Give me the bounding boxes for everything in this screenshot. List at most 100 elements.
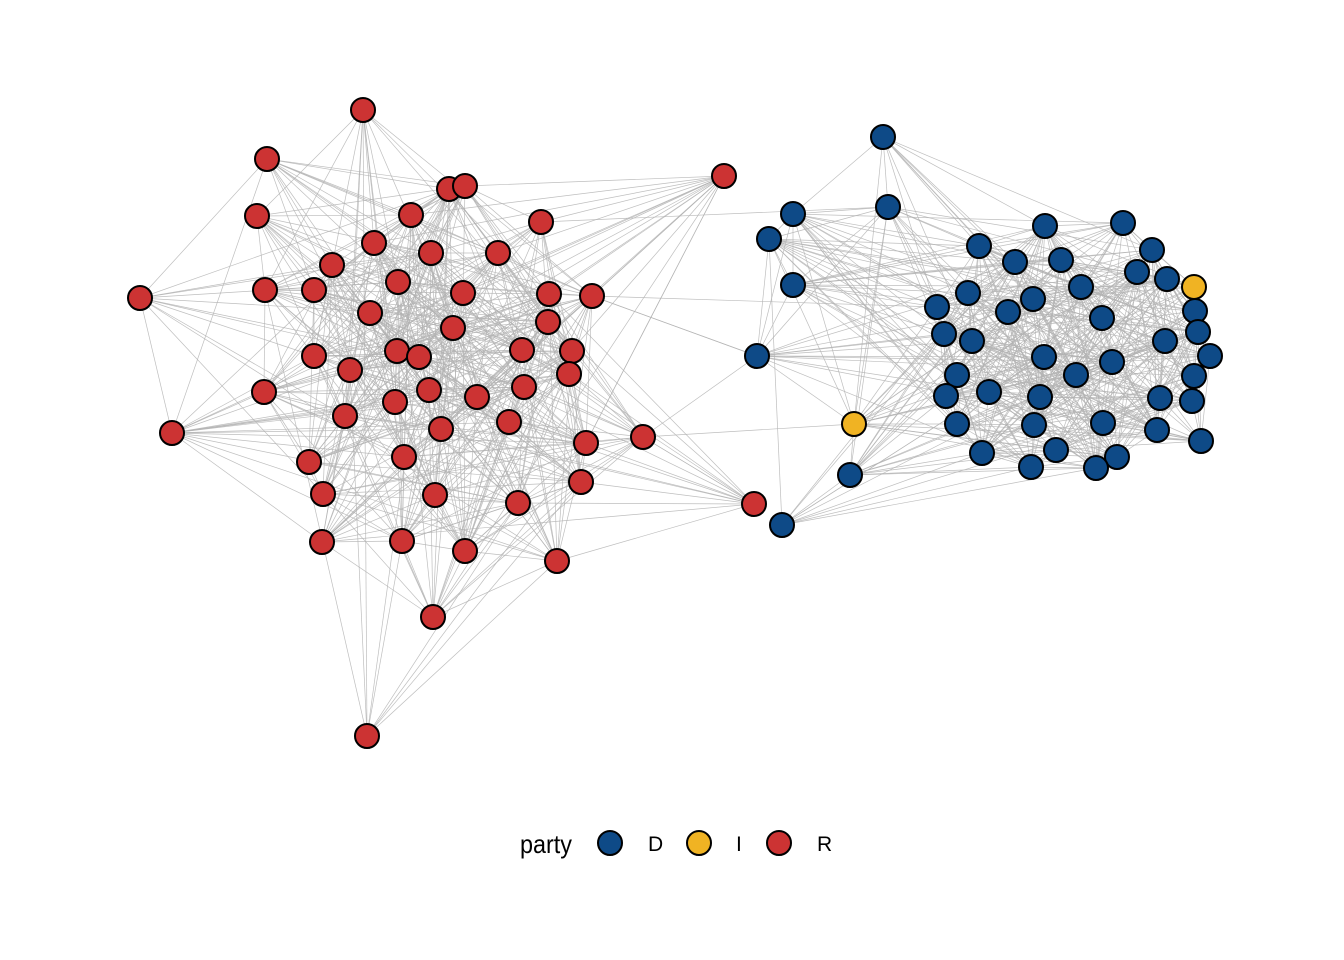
- edge: [792, 284, 958, 376]
- edge: [401, 540, 434, 618]
- edge: [1075, 374, 1161, 399]
- edge: [971, 261, 1016, 342]
- edge: [139, 158, 268, 299]
- legend-swatch-d: [597, 830, 623, 856]
- node-d: [1032, 213, 1058, 239]
- edge: [139, 297, 558, 562]
- edge: [853, 261, 1016, 425]
- edge: [1136, 271, 1195, 377]
- node-r: [391, 444, 417, 470]
- edge: [462, 292, 549, 323]
- edge: [322, 356, 420, 495]
- edge: [849, 452, 983, 476]
- edge: [988, 391, 1161, 399]
- edge: [313, 264, 333, 357]
- edge: [322, 386, 525, 495]
- edge: [768, 238, 855, 425]
- node-d: [870, 124, 896, 150]
- edge: [428, 389, 519, 504]
- edge: [1043, 286, 1082, 358]
- edge: [1055, 429, 1158, 451]
- edge: [403, 456, 582, 483]
- edge: [263, 391, 324, 495]
- edge: [580, 481, 755, 505]
- edge: [401, 373, 570, 542]
- edge: [988, 374, 1077, 393]
- edge: [403, 436, 644, 458]
- edge: [1200, 355, 1211, 442]
- edge: [945, 395, 1057, 451]
- edge: [792, 225, 1046, 286]
- edge: [266, 158, 333, 266]
- edge: [331, 252, 432, 266]
- edge: [462, 185, 466, 294]
- node-r: [535, 309, 561, 335]
- edge: [264, 289, 315, 357]
- edge: [540, 206, 889, 223]
- edge: [344, 281, 399, 417]
- edge: [523, 386, 558, 562]
- edge: [139, 297, 324, 495]
- node-r: [450, 280, 476, 306]
- edge: [792, 245, 980, 286]
- edge: [642, 423, 855, 438]
- node-r: [536, 281, 562, 307]
- edge: [344, 188, 450, 417]
- edge: [321, 428, 442, 543]
- edge: [171, 355, 315, 434]
- edge: [585, 295, 593, 444]
- edge: [321, 373, 570, 543]
- node-d: [933, 383, 959, 409]
- edge: [1033, 361, 1113, 426]
- node-d: [1099, 349, 1125, 375]
- node-d: [1043, 437, 1069, 463]
- edge: [349, 349, 523, 371]
- edge: [440, 428, 582, 483]
- edge: [452, 321, 549, 329]
- edge: [1101, 317, 1161, 399]
- edge: [331, 188, 450, 266]
- edge: [756, 238, 770, 357]
- edge: [432, 560, 558, 618]
- edge: [344, 415, 582, 483]
- edge: [401, 442, 587, 542]
- edge: [853, 374, 958, 425]
- edge: [434, 494, 558, 562]
- node-r: [244, 203, 270, 229]
- node-r: [382, 389, 408, 415]
- node-d: [959, 328, 985, 354]
- legend-swatch-r: [766, 830, 792, 856]
- edge: [971, 310, 1196, 342]
- edge: [1075, 374, 1097, 469]
- node-r: [428, 416, 454, 442]
- node-r: [385, 269, 411, 295]
- edge: [256, 215, 442, 430]
- edge: [548, 293, 558, 562]
- edge: [264, 109, 364, 291]
- edge: [308, 369, 351, 463]
- edge: [394, 401, 510, 423]
- edge: [781, 474, 851, 526]
- edge: [344, 415, 587, 444]
- edge: [263, 391, 478, 398]
- edge: [792, 136, 884, 215]
- edge: [331, 264, 587, 444]
- edge: [517, 321, 549, 504]
- edge: [464, 436, 644, 552]
- node-d: [1185, 319, 1211, 345]
- edge: [585, 175, 725, 444]
- node-r: [301, 343, 327, 369]
- edge: [313, 321, 549, 357]
- edge: [981, 356, 1045, 454]
- edge: [401, 421, 510, 542]
- edge: [978, 245, 1104, 424]
- edge: [394, 401, 436, 496]
- edge: [1075, 286, 1082, 376]
- edge: [171, 401, 396, 434]
- edge: [313, 293, 550, 357]
- edge: [943, 225, 1046, 335]
- edge: [362, 109, 550, 295]
- node-r: [568, 469, 594, 495]
- edge: [971, 340, 1104, 424]
